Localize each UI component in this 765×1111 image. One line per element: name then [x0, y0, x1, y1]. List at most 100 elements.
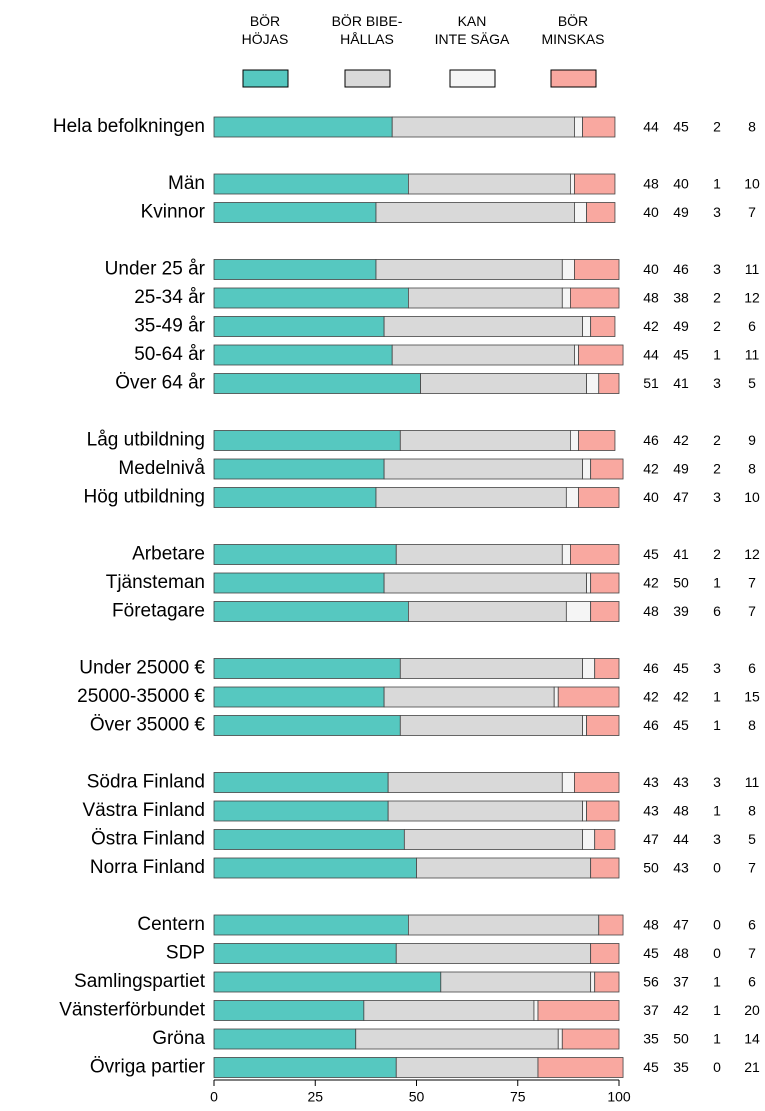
value-label: 8	[748, 717, 756, 733]
bar-segment	[574, 772, 620, 793]
value-label: 40	[643, 204, 659, 220]
bar-segment	[420, 373, 587, 394]
value-label: 49	[673, 461, 689, 477]
value-label: 42	[673, 689, 689, 705]
value-label: 1	[713, 689, 721, 705]
bar-segment	[213, 943, 397, 964]
legend-label: BÖR MINSKAS	[541, 13, 605, 47]
x-tick-label: 0	[210, 1089, 218, 1105]
value-label: 45	[673, 660, 689, 676]
bar-segment	[586, 202, 616, 223]
value-label: 3	[713, 204, 721, 220]
bar-segment	[586, 572, 592, 594]
bar-segment	[590, 316, 616, 337]
bar-segment	[375, 202, 575, 223]
value-label: 50	[673, 575, 689, 591]
category-label: 35-49 år	[134, 316, 205, 337]
bar-segment	[574, 202, 588, 223]
value-label: 38	[673, 290, 689, 306]
bar-segment	[574, 344, 579, 366]
category-label: Över 35000 €	[90, 715, 206, 736]
bar-segment	[537, 1000, 620, 1021]
value-label: 0	[713, 1059, 721, 1075]
value-label: 48	[643, 603, 659, 619]
value-label: 3	[713, 261, 721, 277]
value-label: 43	[643, 774, 659, 790]
value-label: 49	[673, 204, 689, 220]
value-label: 7	[748, 945, 756, 961]
category-label: Tjänsteman	[106, 572, 205, 593]
bar-segment	[570, 430, 579, 451]
bar-segment	[582, 316, 592, 337]
value-label: 48	[643, 290, 659, 306]
bar-segment	[213, 458, 385, 480]
category-label: Vänsterförbundet	[59, 1000, 205, 1021]
bar-segment	[561, 772, 575, 793]
bar-segment	[213, 715, 401, 736]
bar-segment	[213, 430, 401, 451]
value-label: 6	[748, 974, 756, 990]
bar-segment	[586, 373, 600, 394]
bar-segment	[383, 686, 555, 708]
x-tick-label: 25	[307, 1089, 323, 1105]
bar-segment	[561, 259, 575, 280]
bar-segment	[395, 1057, 539, 1078]
bar-segment	[213, 116, 393, 138]
category-label: Arbetare	[132, 544, 205, 565]
bar-segment	[407, 601, 567, 622]
bar-segment	[574, 173, 616, 195]
category-label: Män	[168, 173, 205, 194]
bar-segment	[590, 458, 624, 480]
x-tick-label: 50	[409, 1089, 425, 1105]
value-label: 40	[643, 489, 659, 505]
bar-segment	[582, 116, 616, 138]
value-label: 56	[643, 974, 659, 990]
bar-segment	[213, 914, 409, 936]
value-label: 8	[748, 461, 756, 477]
value-label: 6	[748, 660, 756, 676]
value-label: 35	[673, 1059, 689, 1075]
bar-segment	[383, 316, 583, 337]
value-label: 47	[673, 489, 689, 505]
value-label: 45	[673, 717, 689, 733]
value-label: 43	[673, 774, 689, 790]
value-label: 49	[673, 318, 689, 334]
value-label: 51	[643, 375, 659, 391]
bar-segment	[213, 202, 377, 223]
value-label: 7	[748, 860, 756, 876]
bar-segment	[383, 572, 588, 594]
category-label: Samlingspartiet	[74, 971, 206, 992]
value-label: 46	[673, 261, 689, 277]
bar-segment	[213, 772, 389, 793]
value-label: 11	[745, 347, 760, 363]
value-label: 1	[713, 176, 721, 192]
value-label: 3	[713, 375, 721, 391]
bar-segment	[578, 487, 620, 508]
bar-segment	[213, 857, 417, 879]
category-label: Över 64 år	[115, 373, 205, 394]
bar-segment	[363, 1000, 535, 1021]
bar-segment	[399, 658, 583, 679]
bar-segment	[387, 800, 583, 822]
category-label: Under 25000 €	[79, 658, 205, 679]
value-label: 7	[748, 603, 756, 619]
value-label: 12	[744, 290, 760, 306]
value-label: 41	[673, 546, 689, 562]
value-label: 1	[713, 974, 721, 990]
value-label: 45	[643, 945, 659, 961]
bar-segment	[375, 487, 567, 508]
value-label: 48	[643, 917, 659, 933]
value-label: 1	[713, 1031, 721, 1047]
bar-segment	[375, 259, 563, 280]
bar-segment	[561, 544, 571, 565]
value-label: 1	[713, 1002, 721, 1018]
bar-segment	[594, 829, 616, 850]
bar-segment	[586, 715, 620, 736]
category-label: Hög utbildning	[84, 487, 205, 508]
bar-segment	[213, 173, 409, 195]
value-label: 8	[748, 119, 756, 135]
category-label: Kvinnor	[141, 202, 206, 223]
value-label: 43	[673, 860, 689, 876]
value-label: 0	[713, 860, 721, 876]
